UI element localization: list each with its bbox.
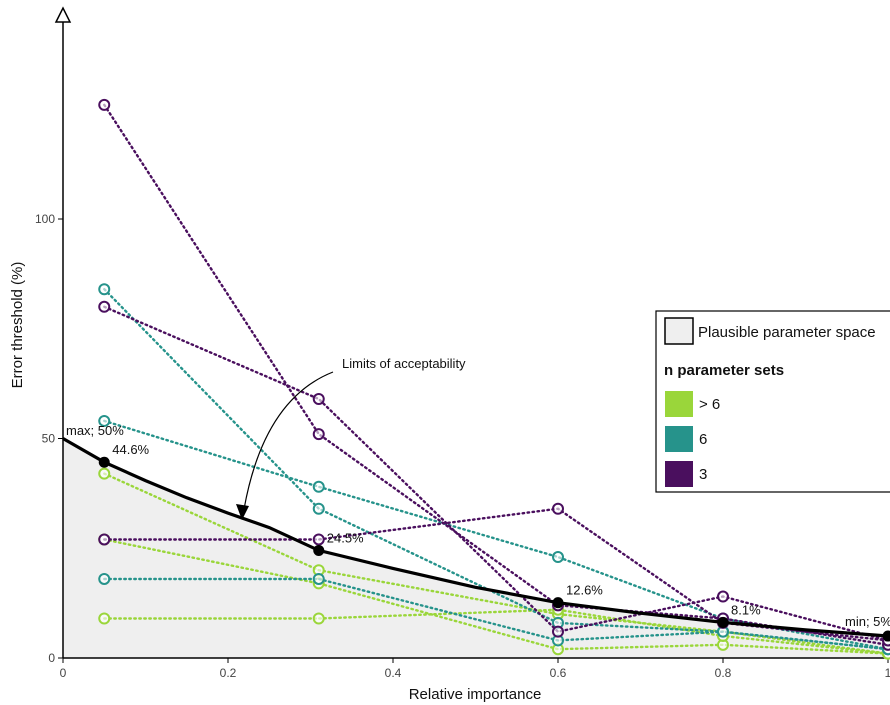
- x-tick-label: 0: [60, 666, 67, 680]
- series-point: [98, 572, 111, 585]
- legend-label-3: 3: [699, 466, 707, 483]
- series-point: [717, 590, 729, 603]
- x-tick-label: 0.8: [715, 666, 732, 680]
- x-tick-label: 0.4: [385, 666, 402, 680]
- series-3-line: [98, 300, 890, 647]
- limit-point: [552, 597, 564, 609]
- limit-point-label: 44.6%: [112, 442, 149, 457]
- series-point: [98, 98, 111, 111]
- y-tick-label: 50: [42, 432, 56, 446]
- series-point: [312, 428, 325, 441]
- series-6-line: [98, 572, 890, 656]
- legend-swatch-gt6: [665, 391, 693, 417]
- series-point: [312, 480, 325, 493]
- legend-label-gt6: > 6: [699, 396, 720, 413]
- annotation-text: Limits of acceptability: [342, 356, 466, 371]
- limit-point: [98, 456, 110, 468]
- series-point: [98, 283, 111, 296]
- y-axis-arrow: [54, 6, 72, 23]
- legend: Plausible parameter space n parameter se…: [655, 310, 890, 493]
- annotation-arrowhead: [236, 504, 249, 520]
- x-axis-label: Relative importance: [409, 686, 542, 703]
- limit-point-label: 8.1%: [731, 602, 761, 617]
- series-point: [312, 533, 325, 546]
- x-tick-label: 1: [885, 666, 890, 680]
- series-point: [98, 612, 111, 625]
- series-point: [552, 502, 564, 515]
- legend-label-6: 6: [699, 431, 707, 448]
- limit-point-label: 24.5%: [327, 530, 364, 545]
- series-point: [312, 612, 325, 625]
- y-axis-label: Error threshold (%): [9, 262, 26, 389]
- annotation-arrow: [242, 371, 334, 516]
- y-tick-label: 0: [48, 651, 55, 665]
- legend-area-label: Plausible parameter space: [698, 324, 876, 341]
- series-point: [312, 392, 325, 405]
- axes: [54, 6, 888, 659]
- series-path: [103, 472, 890, 655]
- plausible-parameter-space-area: [63, 438, 888, 658]
- legend-box: [655, 310, 890, 493]
- legend-title: n parameter sets: [664, 362, 784, 379]
- limit-points: 44.6% 24.5% 12.6% 8.1% min; 5%: [98, 442, 890, 642]
- legend-area-swatch: [664, 317, 694, 345]
- series-point: [552, 551, 564, 564]
- series-point: [98, 467, 111, 480]
- series-point: [312, 502, 325, 515]
- limit-point: [313, 544, 325, 556]
- series-point: [312, 572, 325, 585]
- series-point: [98, 300, 111, 313]
- limit-point-label: min; 5%: [845, 614, 890, 629]
- x-tick-label: 0.2: [220, 666, 237, 680]
- limits-of-acceptability-curve: [62, 437, 889, 638]
- legend-swatch-6: [665, 426, 693, 452]
- max-endpoint-label: max; 50%: [66, 423, 124, 438]
- limit-point: [717, 616, 729, 628]
- x-tick-label: 0.6: [550, 666, 567, 680]
- series-point: [98, 533, 111, 546]
- series-point: [552, 625, 564, 638]
- y-ticks: 0 50 100: [35, 212, 63, 665]
- x-ticks: 0 0.2 0.4 0.6 0.8 1: [60, 658, 890, 680]
- legend-swatch-3: [665, 461, 693, 487]
- limit-point: [882, 630, 890, 642]
- limit-point-label: 12.6%: [566, 583, 603, 598]
- series-point: [98, 414, 111, 427]
- y-tick-label: 100: [35, 212, 55, 226]
